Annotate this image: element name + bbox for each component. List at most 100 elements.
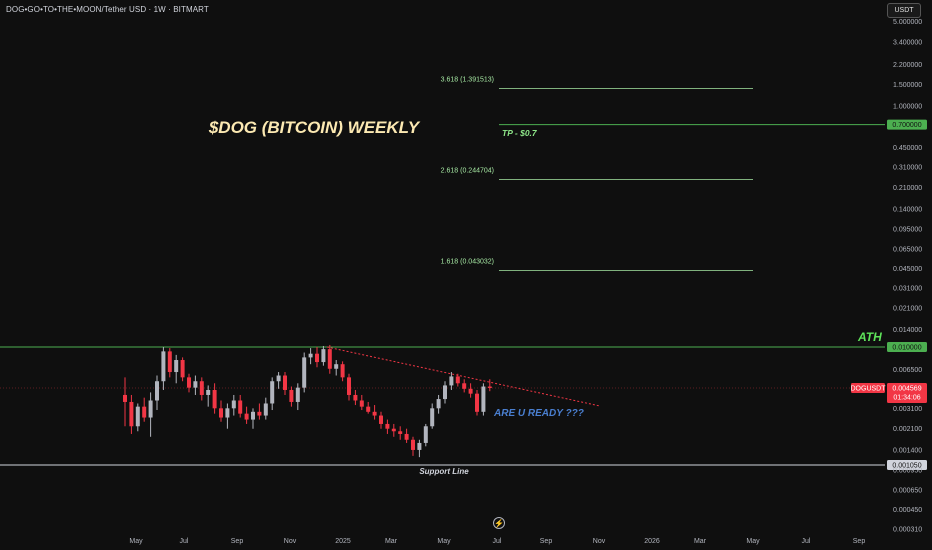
candle[interactable] [251,408,255,429]
y-tick-label: 0.045000 [893,266,922,273]
candle[interactable] [167,348,172,378]
candle[interactable] [212,383,217,414]
candle-body [353,394,358,401]
candle-body [238,400,243,414]
candle[interactable] [347,373,351,401]
candle-body [251,411,255,420]
candle-body [187,377,191,388]
candle-body [443,385,447,400]
level-badge [887,342,927,352]
candle[interactable] [148,392,153,437]
candle[interactable] [327,344,332,374]
candle[interactable] [423,423,428,447]
candle[interactable] [379,411,383,429]
candle[interactable] [475,389,479,416]
candle-body [148,400,153,418]
candle[interactable] [334,360,339,376]
candle-body [411,439,415,450]
candle[interactable] [219,400,223,422]
candle[interactable] [366,401,371,414]
level-badge [887,119,927,130]
candle[interactable] [161,347,166,390]
candle[interactable] [417,439,422,458]
price-badge-label: 0.004569 [892,386,921,393]
y-tick-label: 0.310000 [893,165,922,172]
candle[interactable] [430,403,435,429]
candle[interactable] [487,379,492,392]
candle[interactable] [174,354,179,384]
candle[interactable] [411,436,415,456]
candle-body [295,387,300,402]
candle[interactable] [238,394,243,418]
candle[interactable] [353,389,358,406]
y-tick-label: 0.210000 [893,185,922,192]
candle[interactable] [276,372,281,389]
y-tick-label: 0.095000 [893,227,922,234]
candle[interactable] [385,419,390,434]
candle-body [487,386,492,389]
candle[interactable] [263,397,268,420]
candle[interactable] [359,394,364,411]
candle[interactable] [302,352,307,393]
candle[interactable] [283,372,287,395]
candle-body [455,376,460,384]
candle-body [391,428,396,432]
candle[interactable] [289,386,294,407]
candle[interactable] [455,373,460,387]
candle[interactable] [391,423,396,437]
candle-body [174,360,179,373]
candle-body [430,408,435,427]
candle-body [199,381,204,395]
symbol-title: DOG•GO•TO•THE•MOON/Tether USD · 1W · BIT… [6,5,209,14]
candle[interactable] [404,428,409,443]
candle[interactable] [129,394,134,434]
candle[interactable] [270,377,275,411]
candle[interactable] [321,345,326,366]
candle-body [347,377,351,395]
y-tick-label: 0.031000 [893,285,922,292]
candle[interactable] [295,383,300,411]
candle[interactable] [225,403,230,429]
candle[interactable] [123,377,127,427]
candle[interactable] [180,357,185,382]
candle[interactable] [340,361,345,382]
x-tick-label: Mar [694,538,707,545]
y-tick-label: 0.450000 [893,145,922,152]
candle[interactable] [257,403,262,420]
candle-body [244,413,249,420]
candle[interactable] [155,375,159,411]
candle[interactable] [372,405,377,420]
candle[interactable] [449,372,454,390]
candle-body [334,364,339,369]
candle-body [276,375,281,382]
candle-body [366,406,371,412]
candle-body [142,406,147,418]
candle[interactable] [481,383,486,416]
y-tick-label: 1.000000 [893,103,922,110]
y-tick-label: 3.400000 [893,39,922,46]
candle[interactable] [142,397,147,422]
lightning-icon[interactable]: ⚡ [493,517,505,529]
candle[interactable] [231,394,236,416]
candle[interactable] [462,379,467,393]
candle[interactable] [135,403,140,432]
candle[interactable] [193,375,198,395]
candle-body [417,442,422,450]
candle[interactable] [443,381,447,404]
candle[interactable] [315,347,319,368]
candle[interactable] [206,385,211,407]
price-badge [887,383,927,404]
level-badge-label: 0.700000 [892,122,921,129]
candle[interactable] [468,383,473,398]
y-tick-label: 0.000950 [893,468,922,475]
candle-body [270,381,275,404]
currency-button[interactable]: USDT [887,3,921,18]
candle[interactable] [308,348,313,365]
candle[interactable] [398,426,403,440]
candle[interactable] [436,394,441,414]
candle[interactable] [199,377,204,401]
candle[interactable] [244,406,249,424]
tp-label: TP - $0.7 [502,128,538,138]
candle[interactable] [187,373,191,393]
